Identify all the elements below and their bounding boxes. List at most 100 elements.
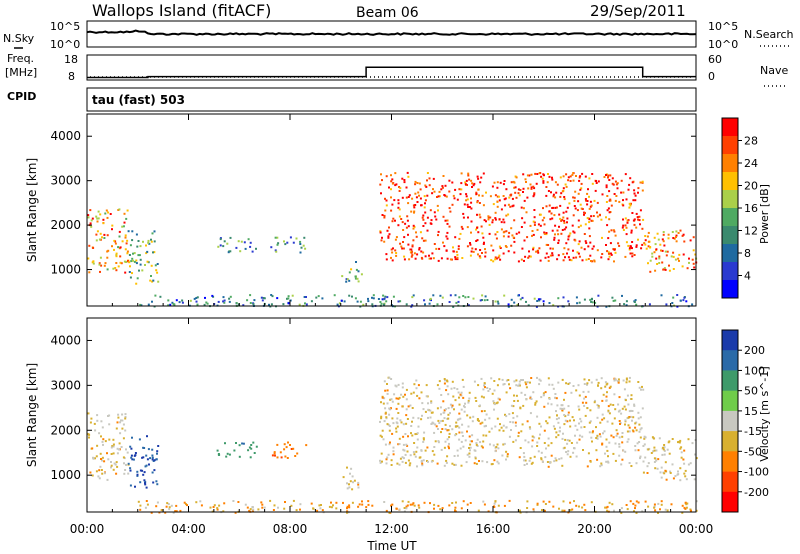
station-title: Wallops Island (fitACF) — [92, 1, 271, 20]
echo-cell — [196, 303, 199, 306]
echo-cell — [470, 201, 473, 204]
echo-cell — [330, 506, 333, 509]
echo-cell — [384, 389, 387, 392]
echo-cell — [122, 423, 125, 426]
echo-cell — [481, 460, 484, 463]
echo-cell — [432, 257, 435, 260]
echo-cell — [589, 254, 592, 257]
echo-cell — [486, 387, 489, 389]
echo-cell — [205, 301, 208, 304]
echo-cell — [116, 447, 119, 450]
echo-cell — [552, 304, 555, 307]
echo-cell — [419, 188, 422, 191]
echo-cell — [683, 296, 686, 299]
echo-cell — [113, 462, 116, 465]
echo-cell — [583, 383, 586, 385]
echo-cell — [630, 231, 633, 234]
echo-cell — [126, 239, 129, 242]
echo-cell — [589, 420, 592, 423]
echo-cell — [167, 299, 170, 302]
echo-cell — [451, 502, 454, 504]
echo-cell — [650, 452, 653, 454]
echo-cell — [622, 379, 625, 382]
echo-cell — [395, 430, 398, 433]
echo-cell — [467, 425, 470, 428]
echo-cell — [605, 244, 607, 246]
echo-cell — [111, 445, 114, 448]
echo-cell — [242, 442, 245, 445]
echo-cell — [384, 411, 387, 414]
echo-cell — [497, 256, 500, 259]
echo-cell — [402, 435, 405, 438]
echo-cell — [252, 509, 254, 512]
echo-cell — [416, 446, 419, 449]
echo-cell — [552, 195, 555, 198]
echo-cell — [505, 415, 508, 418]
echo-cell — [385, 300, 388, 303]
y-tick-label: 3000 — [50, 174, 81, 188]
echo-cell — [446, 237, 449, 240]
echo-cell — [529, 381, 531, 384]
echo-cell — [533, 297, 536, 300]
echo-cell — [621, 458, 624, 461]
echo-cell — [538, 299, 541, 302]
velocity-echo-region — [271, 441, 308, 459]
echo-cell — [421, 464, 424, 467]
echo-cell — [125, 463, 127, 466]
echo-cell — [445, 459, 448, 462]
echo-cell — [284, 501, 286, 503]
echo-cell — [399, 300, 402, 303]
echo-cell — [466, 226, 469, 229]
echo-cell — [137, 500, 140, 503]
echo-cell — [244, 247, 247, 250]
echo-cell — [602, 432, 604, 435]
echo-cell — [371, 303, 374, 306]
echo-cell — [664, 508, 667, 511]
echo-cell — [468, 206, 471, 208]
echo-cell — [413, 442, 416, 444]
echo-cell — [666, 250, 669, 253]
echo-cell — [132, 458, 135, 461]
echo-cell — [410, 255, 413, 258]
echo-cell — [96, 220, 99, 223]
echo-cell — [580, 207, 583, 210]
echo-cell — [610, 252, 612, 255]
echo-cell — [92, 457, 95, 460]
echo-cell — [551, 254, 554, 257]
echo-cell — [101, 456, 104, 459]
echo-cell — [439, 294, 442, 297]
echo-cell — [523, 259, 525, 262]
echo-cell — [121, 419, 124, 422]
echo-cell — [196, 296, 199, 299]
echo-cell — [622, 204, 625, 207]
echo-cell — [420, 250, 423, 253]
echo-cell — [620, 463, 623, 466]
echo-cell — [381, 179, 383, 182]
echo-cell — [555, 206, 558, 209]
echo-cell — [142, 240, 144, 243]
echo-cell — [218, 504, 221, 507]
echo-cell — [276, 456, 279, 459]
echo-cell — [244, 503, 247, 506]
echo-cell — [611, 422, 614, 425]
echo-cell — [342, 501, 344, 504]
echo-cell — [636, 442, 639, 445]
echo-cell — [575, 256, 578, 259]
echo-cell — [253, 452, 256, 454]
echo-cell — [587, 245, 590, 248]
echo-cell — [443, 245, 446, 248]
echo-cell — [663, 472, 666, 475]
echo-cell — [299, 503, 302, 506]
echo-cell — [348, 486, 351, 489]
echo-cell — [593, 401, 596, 404]
echo-cell — [123, 212, 126, 215]
echo-cell — [432, 188, 434, 191]
echo-cell — [385, 175, 388, 178]
echo-cell — [671, 302, 674, 304]
echo-cell — [271, 454, 274, 457]
echo-cell — [398, 443, 401, 445]
echo-cell — [533, 221, 536, 224]
echo-cell — [532, 508, 535, 511]
echo-cell — [222, 296, 225, 299]
echo-cell — [443, 382, 446, 385]
